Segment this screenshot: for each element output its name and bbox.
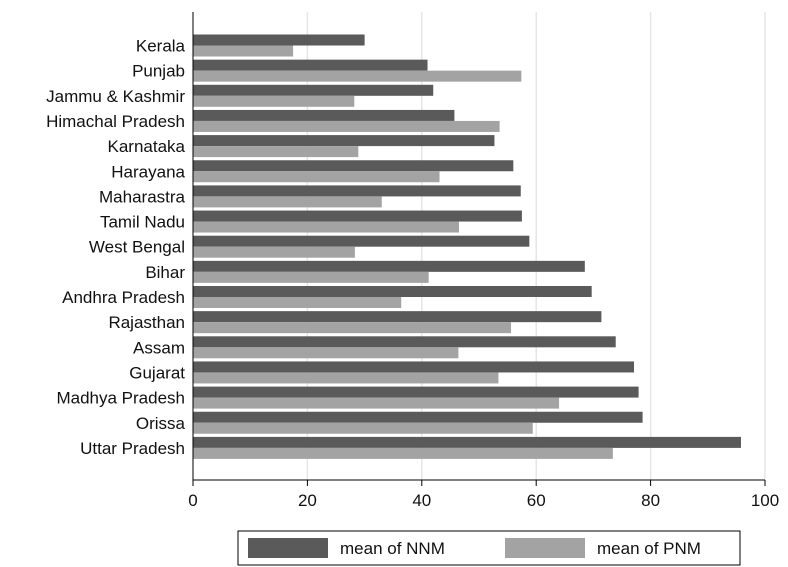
x-tick-label-20: 20 <box>298 491 317 510</box>
bar-pnm-4 <box>193 146 359 158</box>
bar-nnm-14 <box>193 386 639 398</box>
x-tick-label-60: 60 <box>527 491 546 510</box>
bar-pnm-0 <box>193 45 294 57</box>
bar-nnm-4 <box>193 135 495 147</box>
bar-pnm-15 <box>193 422 533 434</box>
category-label-13: Gujarat <box>129 363 185 382</box>
category-label-3: Himachal Pradesh <box>46 112 185 131</box>
bar-nnm-3 <box>193 109 455 121</box>
bar-nnm-11 <box>193 311 602 323</box>
bar-nnm-7 <box>193 210 522 222</box>
legend-label-nnm: mean of NNM <box>340 539 445 558</box>
bar-pnm-16 <box>193 447 613 459</box>
bar-nnm-16 <box>193 436 741 448</box>
category-label-9: Bihar <box>145 263 185 282</box>
legend-swatch-nnm <box>248 538 328 558</box>
category-label-4: Karnataka <box>108 137 186 156</box>
bar-nnm-0 <box>193 34 365 46</box>
x-ticks-group: 0 20 40 60 80 100 <box>188 480 779 510</box>
bar-pnm-5 <box>193 171 440 183</box>
category-label-10: Andhra Pradesh <box>62 288 185 307</box>
x-tick-label-80: 80 <box>641 491 660 510</box>
bar-nnm-6 <box>193 185 521 197</box>
x-tick-label-0: 0 <box>188 491 197 510</box>
category-label-2: Jammu & Kashmir <box>46 87 185 106</box>
bar-nnm-8 <box>193 235 530 247</box>
category-label-0: Kerala <box>136 37 186 56</box>
bar-nnm-1 <box>193 59 428 71</box>
legend: mean of NNM mean of PNM <box>237 530 741 566</box>
category-label-5: Harayana <box>111 162 185 181</box>
bar-pnm-2 <box>193 95 355 107</box>
bars-group <box>193 34 741 459</box>
category-label-11: Rajasthan <box>108 313 185 332</box>
bar-nnm-15 <box>193 411 643 423</box>
legend-swatch-pnm <box>505 538 585 558</box>
category-label-15: Orissa <box>136 414 186 433</box>
category-label-1: Punjab <box>132 62 185 81</box>
category-label-7: Tamil Nadu <box>100 213 185 232</box>
bar-nnm-13 <box>193 361 635 373</box>
bar-pnm-1 <box>193 70 522 82</box>
bar-pnm-3 <box>193 120 500 132</box>
bar-nnm-2 <box>193 84 434 96</box>
category-label-6: Maharastra <box>99 187 186 206</box>
x-tick-label-100: 100 <box>751 491 779 510</box>
category-labels-group: Kerala Punjab Jammu & Kashmir Himachal Prad… <box>46 37 185 458</box>
category-label-14: Madhya Pradesh <box>56 389 185 408</box>
legend-label-pnm: mean of PNM <box>597 539 701 558</box>
bar-pnm-8 <box>193 246 355 258</box>
x-tick-label-40: 40 <box>412 491 431 510</box>
bar-pnm-7 <box>193 221 459 233</box>
bar-nnm-9 <box>193 260 585 272</box>
bar-pnm-6 <box>193 196 382 208</box>
bar-pnm-14 <box>193 397 560 409</box>
category-label-12: Assam <box>133 338 185 357</box>
bar-pnm-9 <box>193 271 429 283</box>
bar-pnm-11 <box>193 322 512 334</box>
bar-nnm-10 <box>193 286 592 297</box>
bar-pnm-13 <box>193 372 499 384</box>
bar-pnm-12 <box>193 347 459 359</box>
category-label-8: West Bengal <box>89 238 185 257</box>
category-label-16: Uttar Pradesh <box>80 439 185 458</box>
bar-pnm-10 <box>193 297 402 308</box>
bar-nnm-12 <box>193 336 616 348</box>
bar-nnm-5 <box>193 160 514 172</box>
